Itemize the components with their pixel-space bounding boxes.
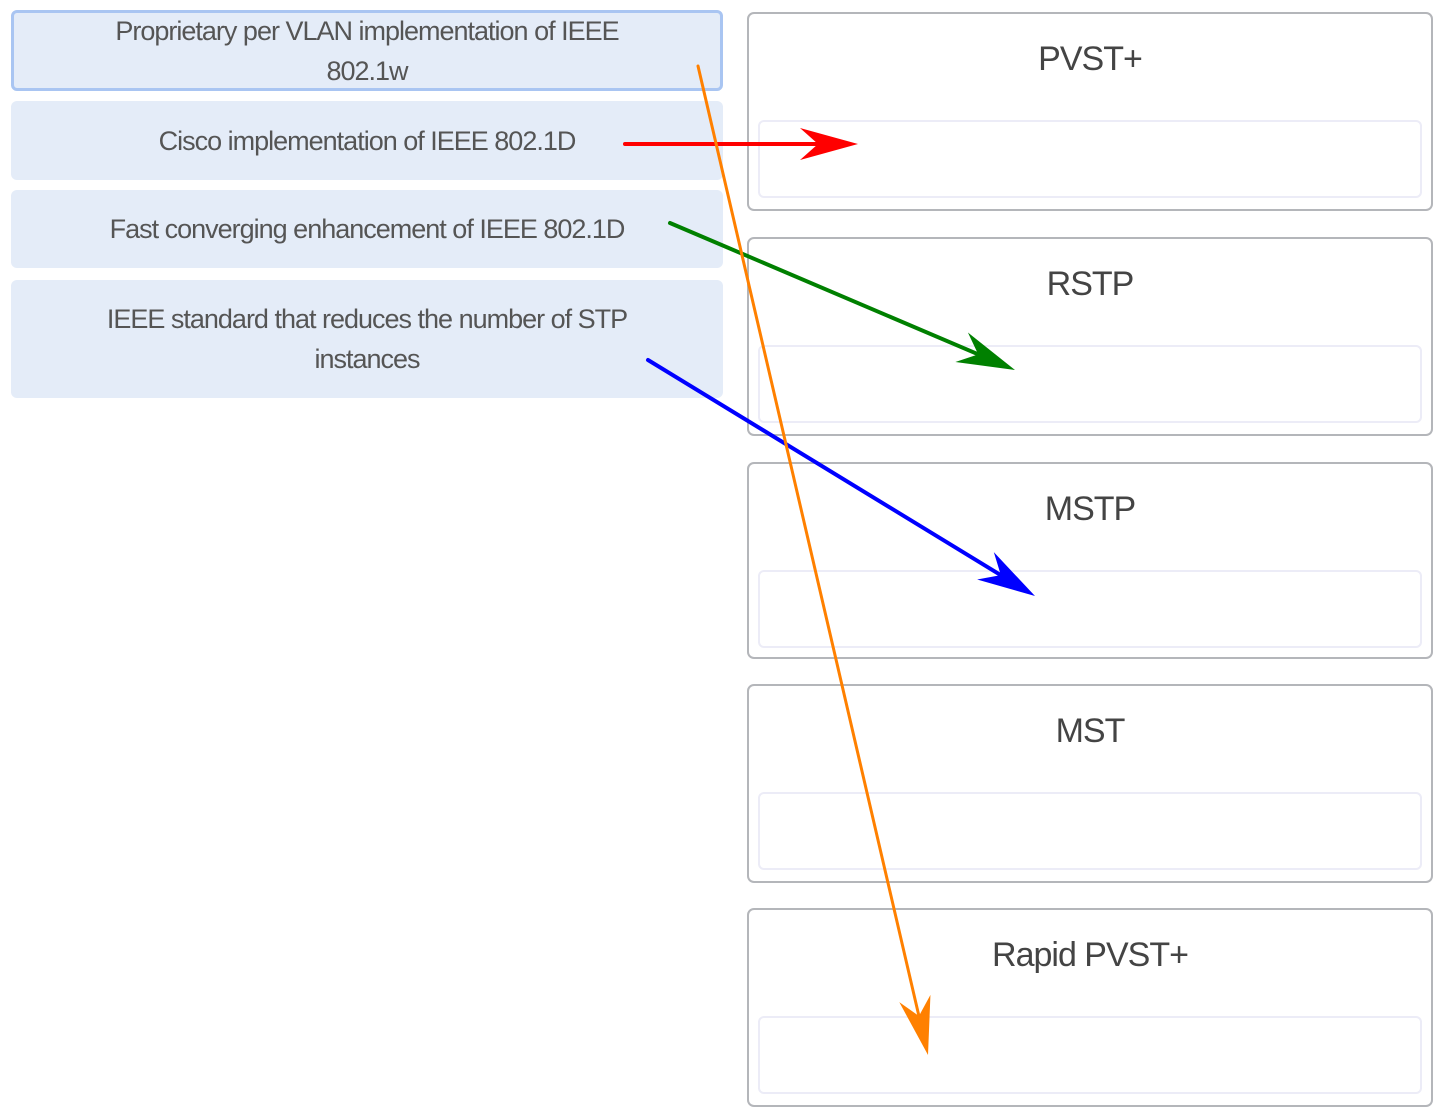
- target-box: RSTP: [747, 237, 1433, 436]
- drop-zone[interactable]: [758, 792, 1422, 870]
- target-title: PVST+: [1038, 40, 1143, 78]
- drop-zone[interactable]: [758, 345, 1422, 423]
- target-box: PVST+: [747, 12, 1433, 211]
- target-title: MST: [1055, 712, 1126, 750]
- option-item[interactable]: IEEE standard that reduces the number of…: [11, 280, 723, 398]
- target-box: Rapid PVST+: [747, 908, 1433, 1107]
- option-item[interactable]: Cisco implementation of IEEE 802.1D: [11, 101, 723, 180]
- drop-zone[interactable]: [758, 1016, 1422, 1094]
- option-item[interactable]: Fast converging enhancement of IEEE 802.…: [11, 190, 723, 268]
- target-title: MSTP: [1044, 490, 1136, 528]
- target-box: MST: [747, 684, 1433, 883]
- drop-zone[interactable]: [758, 120, 1422, 198]
- target-title: RSTP: [1046, 265, 1135, 303]
- target-title: Rapid PVST+: [992, 936, 1189, 974]
- drop-zone[interactable]: [758, 570, 1422, 648]
- option-item[interactable]: Proprietary per VLAN implementation of I…: [11, 10, 723, 91]
- target-box: MSTP: [747, 462, 1433, 659]
